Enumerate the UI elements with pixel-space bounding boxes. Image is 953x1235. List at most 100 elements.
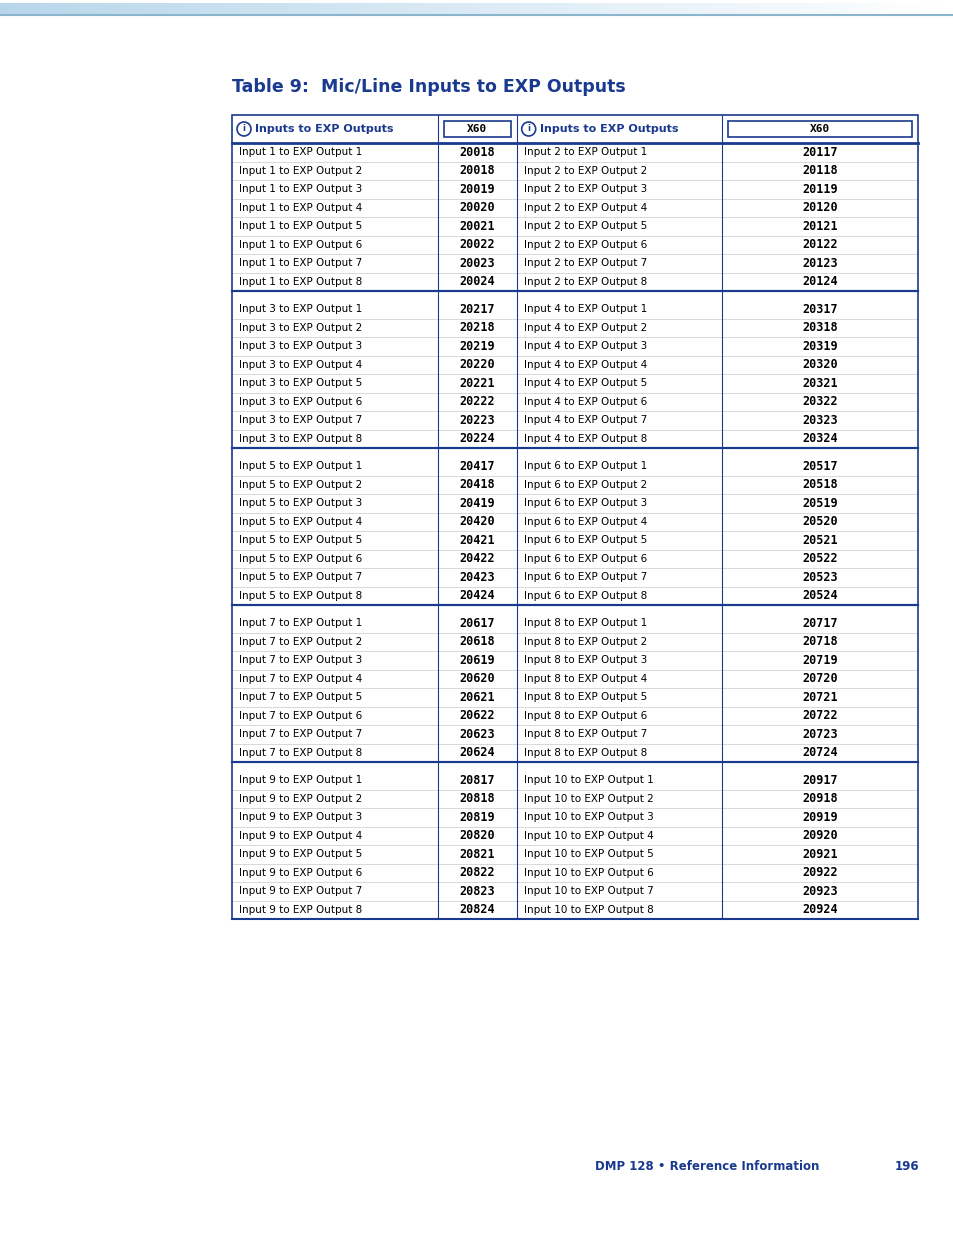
Text: 20121: 20121 <box>801 220 837 232</box>
Bar <box>569 2 573 15</box>
Bar <box>524 2 528 15</box>
Bar <box>283 2 287 15</box>
Bar <box>731 2 735 15</box>
Bar <box>12 2 16 15</box>
Bar <box>232 725 917 743</box>
Bar <box>16 2 20 15</box>
Bar <box>727 2 731 15</box>
Text: Input 2 to EXP Output 7: Input 2 to EXP Output 7 <box>523 258 646 268</box>
Bar <box>286 2 290 15</box>
Bar <box>712 2 716 15</box>
Bar <box>331 2 335 15</box>
Text: Input 9 to EXP Output 3: Input 9 to EXP Output 3 <box>239 813 362 823</box>
Text: Input 8 to EXP Output 2: Input 8 to EXP Output 2 <box>523 637 646 647</box>
Bar <box>365 2 369 15</box>
Bar <box>753 2 757 15</box>
Text: 20923: 20923 <box>801 884 837 898</box>
Text: Input 10 to EXP Output 1: Input 10 to EXP Output 1 <box>523 776 653 785</box>
Bar <box>705 2 709 15</box>
Bar <box>578 2 582 15</box>
Bar <box>232 143 917 162</box>
Text: Input 2 to EXP Output 8: Input 2 to EXP Output 8 <box>523 277 646 287</box>
Bar <box>67 2 71 15</box>
Text: Inputs to EXP Outputs: Inputs to EXP Outputs <box>539 124 678 135</box>
Text: Input 8 to EXP Output 4: Input 8 to EXP Output 4 <box>523 674 646 684</box>
Bar <box>60 2 64 15</box>
Text: Input 3 to EXP Output 5: Input 3 to EXP Output 5 <box>239 378 362 388</box>
Bar <box>559 2 563 15</box>
Bar <box>203 2 207 15</box>
Text: 20023: 20023 <box>459 257 495 269</box>
Bar <box>127 2 131 15</box>
Text: Input 5 to EXP Output 8: Input 5 to EXP Output 8 <box>239 590 362 600</box>
Bar <box>232 669 917 688</box>
Text: 20417: 20417 <box>459 459 495 473</box>
Bar <box>502 2 506 15</box>
Text: Input 6 to EXP Output 2: Input 6 to EXP Output 2 <box>523 479 646 490</box>
Bar <box>912 2 916 15</box>
Bar <box>641 2 645 15</box>
Bar <box>232 162 917 180</box>
Bar <box>591 2 595 15</box>
Bar <box>728 121 911 137</box>
Text: Input 5 to EXP Output 4: Input 5 to EXP Output 4 <box>239 516 362 527</box>
Bar <box>772 2 776 15</box>
Bar <box>248 2 252 15</box>
Bar <box>152 2 156 15</box>
Bar <box>362 2 366 15</box>
Bar <box>584 2 588 15</box>
Bar <box>598 2 601 15</box>
Bar <box>441 2 445 15</box>
Text: 20222: 20222 <box>459 395 495 409</box>
Bar <box>565 2 569 15</box>
Bar <box>400 2 404 15</box>
Bar <box>760 2 763 15</box>
Bar <box>178 2 182 15</box>
Text: 20517: 20517 <box>801 459 837 473</box>
Bar <box>229 2 233 15</box>
Text: 20018: 20018 <box>459 146 495 159</box>
Bar <box>419 2 423 15</box>
Bar <box>51 2 54 15</box>
Text: Input 10 to EXP Output 2: Input 10 to EXP Output 2 <box>523 794 653 804</box>
Bar <box>312 2 315 15</box>
Bar <box>861 2 864 15</box>
Bar <box>899 2 902 15</box>
Bar <box>839 2 842 15</box>
Text: Input 10 to EXP Output 3: Input 10 to EXP Output 3 <box>523 813 653 823</box>
Text: 20520: 20520 <box>801 515 837 529</box>
Bar <box>89 2 92 15</box>
Bar <box>353 2 356 15</box>
Text: 20019: 20019 <box>459 183 495 196</box>
Bar <box>279 2 283 15</box>
Bar <box>553 2 557 15</box>
Bar <box>658 2 661 15</box>
Bar <box>613 2 617 15</box>
Bar <box>150 2 153 15</box>
Bar <box>232 614 917 632</box>
Bar <box>232 587 917 605</box>
Bar <box>864 2 868 15</box>
Bar <box>746 2 750 15</box>
Bar <box>232 826 917 845</box>
Bar <box>174 2 178 15</box>
Bar <box>251 2 254 15</box>
Bar <box>493 2 497 15</box>
Bar <box>241 2 245 15</box>
Bar <box>426 2 430 15</box>
Bar <box>327 2 331 15</box>
Bar <box>232 393 917 411</box>
Text: 20718: 20718 <box>801 635 837 648</box>
Bar <box>550 2 554 15</box>
Text: 20818: 20818 <box>459 792 495 805</box>
Bar <box>686 2 690 15</box>
Bar <box>146 2 150 15</box>
Text: 20817: 20817 <box>459 774 495 787</box>
Bar <box>708 2 712 15</box>
Bar <box>740 2 744 15</box>
Bar <box>359 2 363 15</box>
Bar <box>848 2 852 15</box>
Bar <box>193 2 197 15</box>
Bar <box>784 2 788 15</box>
Text: X60: X60 <box>467 124 487 135</box>
